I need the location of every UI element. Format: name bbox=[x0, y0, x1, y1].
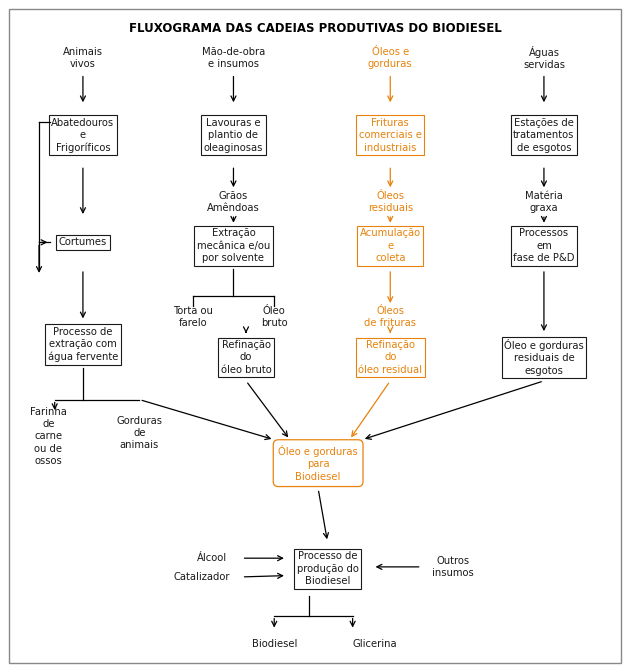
Text: Refinação
do
óleo bruto: Refinação do óleo bruto bbox=[220, 340, 272, 375]
Text: Frituras
comerciais e
industriais: Frituras comerciais e industriais bbox=[358, 118, 421, 153]
Text: Grãos
Amêndoas: Grãos Amêndoas bbox=[207, 191, 260, 213]
Text: Processo de
extração com
água fervente: Processo de extração com água fervente bbox=[48, 327, 118, 362]
FancyBboxPatch shape bbox=[9, 9, 621, 663]
Text: Glicerina: Glicerina bbox=[352, 639, 397, 649]
Text: Acumulação
e
coleta: Acumulação e coleta bbox=[360, 228, 421, 263]
Text: Mão-de-obra
e insumos: Mão-de-obra e insumos bbox=[202, 47, 265, 69]
Text: Óleos
de frituras: Óleos de frituras bbox=[364, 306, 416, 329]
Text: Refinação
do
óleo residual: Refinação do óleo residual bbox=[358, 340, 422, 375]
Text: Estações de
tratamentos
de esgotos: Estações de tratamentos de esgotos bbox=[513, 118, 575, 153]
Text: Óleos
residuais: Óleos residuais bbox=[368, 191, 413, 213]
Text: Processo de
produção do
Biodiesel: Processo de produção do Biodiesel bbox=[297, 552, 358, 586]
Text: Águas
servidas: Águas servidas bbox=[523, 46, 565, 71]
Text: Matéria
graxa: Matéria graxa bbox=[525, 191, 563, 213]
Text: Catalizador: Catalizador bbox=[174, 572, 231, 582]
Text: Biodiesel: Biodiesel bbox=[251, 639, 297, 649]
Text: Outros
insumos: Outros insumos bbox=[432, 556, 474, 578]
Text: Abatedouros
e
Frigoríficos: Abatedouros e Frigoríficos bbox=[52, 118, 115, 153]
Text: Processos
em
fase de P&D: Processos em fase de P&D bbox=[513, 228, 575, 263]
Text: FLUXOGRAMA DAS CADEIAS PRODUTIVAS DO BIODIESEL: FLUXOGRAMA DAS CADEIAS PRODUTIVAS DO BIO… bbox=[129, 22, 501, 35]
Text: Torta ou
farelo: Torta ou farelo bbox=[173, 306, 213, 329]
Text: Gorduras
de
animais: Gorduras de animais bbox=[117, 416, 163, 450]
Text: Animais
vivos: Animais vivos bbox=[63, 47, 103, 69]
Text: Cortumes: Cortumes bbox=[59, 237, 107, 247]
Text: Farinha
de
carne
ou de
ossos: Farinha de carne ou de ossos bbox=[30, 407, 67, 466]
Text: Óleo
bruto: Óleo bruto bbox=[261, 306, 287, 329]
Text: Álcool: Álcool bbox=[197, 553, 227, 563]
Text: Lavouras e
plantio de
oleaginosas: Lavouras e plantio de oleaginosas bbox=[203, 118, 263, 153]
Text: Óleos e
gorduras: Óleos e gorduras bbox=[368, 47, 413, 69]
Text: Extração
mecânica e/ou
por solvente: Extração mecânica e/ou por solvente bbox=[197, 228, 270, 263]
Text: Óleo e gorduras
para
Biodiesel: Óleo e gorduras para Biodiesel bbox=[278, 445, 358, 482]
Text: Óleo e gorduras
residuais de
esgotos: Óleo e gorduras residuais de esgotos bbox=[504, 339, 584, 376]
